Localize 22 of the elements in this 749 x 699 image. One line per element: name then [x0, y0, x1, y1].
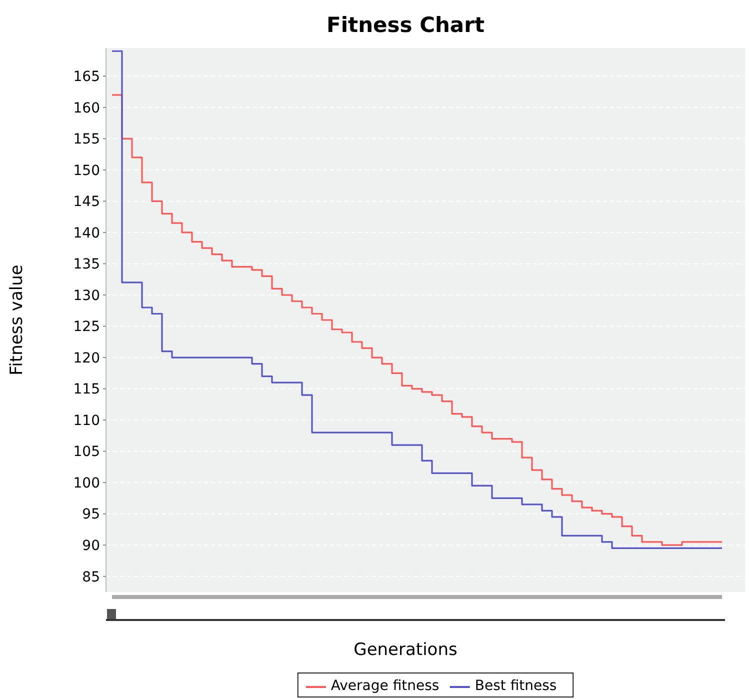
- y-tick-label: 150: [73, 162, 100, 179]
- y-tick-label: 110: [73, 412, 100, 429]
- y-tick-label: 160: [73, 100, 100, 116]
- y-tick-label: 100: [73, 475, 100, 492]
- y-tick-label: 120: [73, 350, 100, 366]
- y-tick-label: 85: [82, 569, 100, 586]
- y-tick-label: 90: [82, 538, 100, 554]
- y-axis-title: Fitness value: [7, 264, 27, 376]
- y-tick-label: 130: [73, 288, 100, 304]
- y-tick-label: 140: [73, 225, 100, 242]
- legend-label: Average fitness: [330, 678, 440, 694]
- legend-label: Best fitness: [474, 678, 557, 694]
- y-tick-label: 115: [73, 382, 100, 398]
- y-tick-label: 135: [73, 256, 100, 273]
- y-tick-label: 125: [73, 319, 100, 336]
- y-tick-label: 165: [73, 69, 100, 86]
- y-tick-label: 155: [73, 132, 100, 148]
- y-tick-label: 145: [73, 194, 100, 210]
- y-tick-label: 95: [82, 506, 100, 523]
- x-axis-title: Generations: [354, 640, 458, 660]
- chart-title: Fitness Chart: [326, 13, 485, 37]
- y-tick-label: 105: [73, 444, 100, 460]
